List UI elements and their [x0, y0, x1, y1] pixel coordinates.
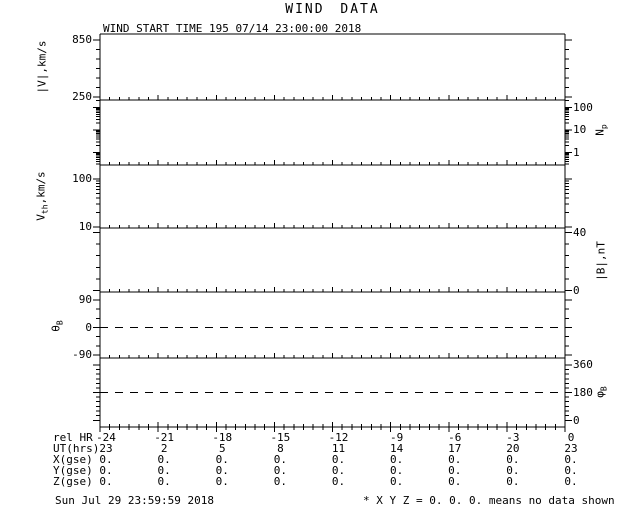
footer-note: * X Y Z = 0. 0. 0. means no data shown — [363, 494, 615, 507]
row-value: 0. — [99, 464, 113, 477]
bottom-axis-row-uthrs: UT(hrs) 23 2 5 8 11 14 17 20 23 — [0, 443, 640, 454]
axis-title-proton-density: Np — [593, 124, 608, 135]
row-value: 0. — [157, 475, 171, 488]
bottom-axis-row-xgse: X(gse) 0. 0. 0. 0. 0. 0. 0. 0. 0. — [0, 454, 640, 465]
axis-title-text: |B|,nT — [594, 241, 608, 281]
axis-title-field-magnitude: |B|,nT — [595, 241, 608, 281]
row-label: X(gse) — [53, 453, 93, 466]
axis-title-field-theta: θB — [49, 320, 64, 331]
row-value: 0 — [567, 431, 575, 444]
y-tick-label: 0 — [85, 320, 92, 334]
axis-title-subscript: p — [599, 124, 609, 130]
axis-title-text: V — [34, 214, 48, 221]
y-tick-label: 360 — [573, 358, 593, 371]
row-value: 2 — [160, 442, 168, 455]
axis-title-text: |V|,km/s — [35, 40, 49, 94]
row-value: 0. — [273, 475, 287, 488]
row-label: rel HR — [53, 431, 93, 444]
row-value: 0. — [99, 453, 113, 466]
row-value: 0. — [506, 453, 520, 466]
row-value: 0. — [99, 475, 113, 488]
axis-title-subscript: B — [55, 320, 65, 326]
row-value: -3 — [506, 431, 520, 444]
row-value: 0. — [448, 464, 462, 477]
row-value: 0. — [506, 464, 520, 477]
row-value: 0. — [331, 453, 346, 466]
row-value: -21 — [154, 431, 175, 444]
row-value: 0. — [331, 464, 346, 477]
row-value: -18 — [212, 431, 233, 444]
row-value: 0. — [448, 475, 462, 488]
row-value: 0. — [215, 475, 229, 488]
row-value: 14 — [390, 442, 404, 455]
row-value: 8 — [277, 442, 284, 455]
axis-title-field-phi: φB — [593, 386, 608, 397]
row-value: 0. — [331, 475, 346, 488]
row-value: 0. — [215, 453, 229, 466]
y-tick-label: 180 — [573, 385, 593, 399]
row-value: -6 — [448, 431, 462, 444]
bottom-axis-row-relhr: rel HR -24 -21 -18 -15 -12 -9 -6 -3 0 — [0, 432, 640, 443]
row-value: -12 — [328, 431, 349, 444]
row-value: 0. — [564, 453, 578, 466]
row-value: 5 — [218, 442, 226, 455]
axis-title-subscript: B — [599, 386, 609, 392]
y-tick-label: 850 — [72, 33, 92, 46]
row-value: 23 — [564, 442, 578, 455]
axis-title-thermal-speed: Vth,km/s — [34, 171, 49, 220]
y-tick-label: 10 — [78, 220, 92, 233]
y-tick-label: 100 — [573, 100, 593, 114]
axis-title-text: φ — [593, 391, 607, 398]
row-value: 0. — [390, 464, 404, 477]
row-label: UT(hrs) — [53, 442, 100, 455]
y-tick-label: 40 — [573, 225, 587, 239]
y-tick-label: 10 — [573, 123, 587, 136]
axis-title-text: θ — [49, 325, 63, 332]
row-value: 0. — [564, 475, 578, 488]
row-value: -9 — [390, 431, 404, 444]
row-value: 0. — [157, 464, 171, 477]
y-tick-label: 0 — [573, 413, 580, 427]
row-value: 23 — [99, 442, 113, 455]
y-tick-label: 90 — [78, 293, 92, 306]
y-tick-label: 250 — [72, 90, 92, 103]
bottom-axis-row-zgse: Z(gse) 0. 0. 0. 0. 0. 0. 0. 0. 0. — [0, 476, 640, 487]
page-title: WIND DATA — [285, 2, 380, 17]
row-value: 0. — [564, 464, 578, 477]
y-tick-label: -90 — [72, 348, 92, 361]
y-tick-label: 100 — [72, 172, 92, 185]
y-tick-label: 0 — [573, 283, 580, 297]
row-label: Y(gse) — [53, 464, 93, 477]
row-value: 0. — [157, 453, 171, 466]
axis-title-subscript: th — [40, 204, 50, 215]
axis-title-text: ,km/s — [34, 171, 48, 205]
axis-title-text: N — [593, 129, 607, 136]
row-value: 0. — [390, 453, 404, 466]
row-value: 11 — [331, 442, 346, 455]
bottom-axis-row-ygse: Y(gse) 0. 0. 0. 0. 0. 0. 0. 0. 0. — [0, 465, 640, 476]
row-value: 17 — [448, 442, 462, 455]
row-value: -15 — [270, 431, 291, 444]
row-value: 0. — [273, 464, 287, 477]
plot-subtitle: WIND START TIME 195 07/14 23:00:00 2018 — [103, 22, 362, 35]
footer-timestamp: Sun Jul 29 23:59:59 2018 — [55, 494, 214, 507]
axis-title-bulk-speed: |V|,km/s — [36, 41, 49, 94]
row-label: Z(gse) — [53, 475, 93, 488]
row-value: 0. — [273, 453, 287, 466]
row-value: 0. — [506, 475, 520, 488]
row-value: 20 — [506, 442, 520, 455]
row-value: -24 — [96, 431, 116, 444]
y-tick-label: 1 — [573, 145, 580, 159]
row-value: 0. — [390, 475, 404, 488]
row-value: 0. — [215, 464, 229, 477]
row-value: 0. — [448, 453, 462, 466]
